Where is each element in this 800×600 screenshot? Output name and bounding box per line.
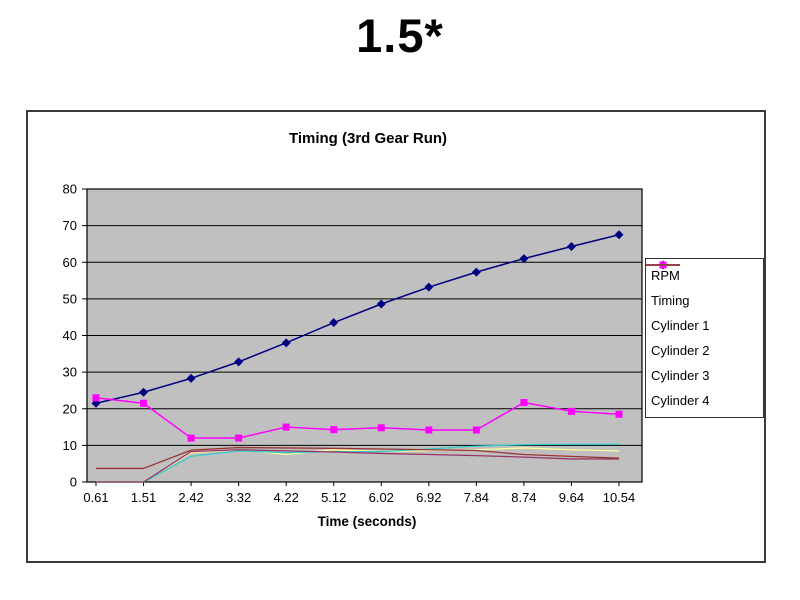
legend-label: Cylinder 3 [651,368,710,383]
series-line-timing [95,397,620,439]
y-tick-label: 60 [63,255,77,270]
y-tick-label: 20 [63,401,77,416]
y-tick-label: 30 [63,365,77,380]
x-tick-label: 6.02 [369,490,394,505]
y-tick-label: 50 [63,291,77,306]
y-tick-label: 80 [63,182,77,197]
y-tick-label: 70 [63,218,77,233]
gridlines [87,225,642,446]
x-tick-label: 0.61 [83,490,108,505]
series-line-cylinder-3 [96,449,619,483]
legend-label: RPM [651,268,680,283]
y-axis: 0 10 20 30 40 50 60 70 80 [63,182,87,490]
x-tick-label: 3.32 [226,490,251,505]
legend-label: Cylinder 1 [651,318,710,333]
y-tick-label: 0 [70,475,77,490]
x-tick-label: 1.51 [131,490,156,505]
x-tick-label: 9.64 [559,490,584,505]
legend-item-cylinder-3: Cylinder 3 [646,264,761,383]
chart-title: Timing (3rd Gear Run) [289,130,447,147]
x-axis-title: Time (seconds) [318,514,417,529]
legend-item-cylinder-4: Cylinder 4 [646,264,761,408]
legend-item-timing: Timing [646,261,761,308]
chart-canvas: 0 10 20 30 40 50 60 70 80 0.61 1.51 2.42 3.32 4.22 5.1… [63,130,643,529]
slide-title: 1.5* [356,9,444,62]
series-line-cylinder-1 [96,447,620,483]
legend-item-cylinder-2: Cylinder 2 [646,264,761,358]
x-axis: 0.61 1.51 2.42 3.32 4.22 5.12 6.02 6.92 7.84 8.74… [83,482,635,505]
x-tick-label: 2.42 [178,490,203,505]
x-tick-label: 5.12 [321,490,346,505]
legend-label: Timing [651,293,690,308]
x-tick-label: 6.92 [416,490,441,505]
x-tick-label: 4.22 [274,490,299,505]
legend-item-cylinder-1: Cylinder 1 [646,264,761,333]
series-markers-rpm [91,230,624,408]
legend-label: Cylinder 2 [651,343,710,358]
series-markers-timing [92,394,623,442]
series-line-cylinder-2 [96,443,619,483]
series-line-rpm [95,234,620,404]
chart-frame: 0 10 20 30 40 50 60 70 80 0.61 1.51 2.42 3.32 4.22 5.1… [26,110,766,563]
x-tick-label: 7.84 [464,490,489,505]
legend-swatch-cylinder-4 [646,264,680,266]
x-tick-label: 8.74 [511,490,536,505]
chart-legend: RPM Timing Cylinder 1 Cylinder 2 Cylinder 3 C… [645,258,764,418]
y-tick-label: 40 [63,328,77,343]
legend-label: Cylinder 4 [651,393,710,408]
y-tick-label: 10 [63,438,77,453]
series-line-cylinder-4 [96,446,620,470]
x-tick-label: 10.54 [603,490,636,505]
